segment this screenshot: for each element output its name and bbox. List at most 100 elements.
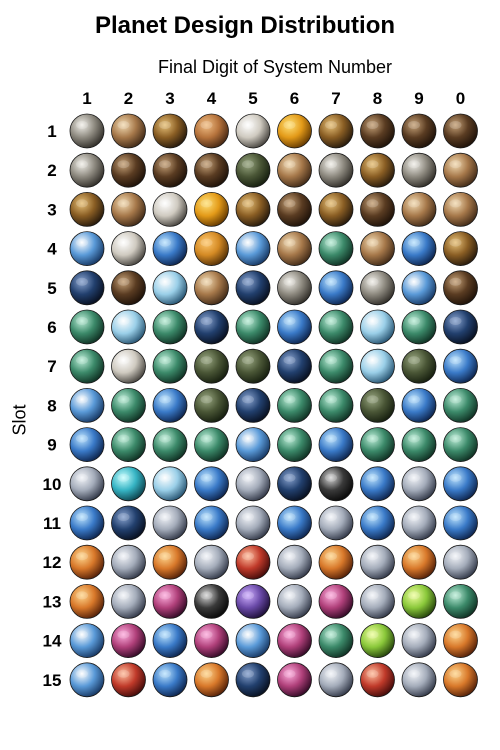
planet-icon bbox=[360, 544, 395, 580]
planet-icon bbox=[69, 270, 105, 306]
planet-icon bbox=[277, 309, 312, 345]
planet-icon bbox=[318, 427, 354, 463]
row-label: 6 bbox=[47, 318, 56, 337]
planet-icon bbox=[443, 191, 478, 227]
planet-icon bbox=[318, 231, 354, 267]
planet-icon bbox=[69, 427, 105, 463]
planet-icon bbox=[235, 662, 271, 698]
planet-icon bbox=[443, 544, 478, 580]
planet-icon bbox=[111, 466, 146, 502]
planet-icon bbox=[235, 270, 271, 306]
planet-icon bbox=[360, 505, 395, 541]
planet-icon bbox=[111, 387, 146, 423]
planet-icon bbox=[318, 152, 354, 188]
column-label: 0 bbox=[456, 89, 465, 108]
planet-icon bbox=[69, 505, 105, 541]
planet-icon bbox=[360, 387, 395, 423]
planet-icon bbox=[360, 191, 395, 227]
planet-icon bbox=[194, 113, 229, 149]
planet-icon bbox=[318, 544, 354, 580]
row-label: 4 bbox=[47, 240, 57, 259]
planet-icon bbox=[111, 623, 146, 658]
planet-icon bbox=[194, 231, 229, 267]
planet-icon bbox=[194, 348, 229, 384]
planet-icon bbox=[194, 584, 229, 619]
planet-icon bbox=[360, 466, 395, 502]
planet-icon bbox=[401, 113, 437, 149]
planet-icon bbox=[152, 387, 188, 423]
planet-icon bbox=[152, 466, 188, 502]
planet-icon bbox=[194, 662, 229, 698]
row-label: 1 bbox=[47, 122, 56, 141]
row-label: 5 bbox=[47, 279, 56, 298]
planet-icon bbox=[69, 466, 105, 502]
planet-icon bbox=[443, 584, 478, 619]
planet-icon bbox=[235, 623, 271, 658]
planet-icon bbox=[401, 466, 437, 502]
column-label: 5 bbox=[248, 89, 257, 108]
planet-icon bbox=[318, 348, 354, 384]
planet-icon bbox=[401, 544, 437, 580]
planet-icon bbox=[235, 113, 271, 149]
planet-icon bbox=[235, 152, 271, 188]
column-label: 2 bbox=[124, 89, 133, 108]
planet-icon bbox=[443, 348, 478, 384]
row-label: 11 bbox=[43, 514, 61, 533]
planet-icon bbox=[69, 191, 105, 227]
planet-icon bbox=[277, 231, 312, 267]
planet-icon bbox=[235, 387, 271, 423]
planet-icon bbox=[152, 309, 188, 345]
planet-icon bbox=[235, 584, 271, 619]
planet-icon bbox=[111, 270, 146, 306]
planet-icon bbox=[69, 309, 105, 345]
planet-icon bbox=[235, 505, 271, 541]
planet-icon bbox=[443, 427, 478, 463]
planet-icon bbox=[111, 662, 146, 698]
planet-icon bbox=[360, 623, 395, 658]
column-label: 4 bbox=[207, 89, 217, 108]
planet-icon bbox=[152, 113, 188, 149]
planet-icon bbox=[194, 544, 229, 580]
planet-icon bbox=[360, 584, 395, 619]
planet-icon bbox=[277, 466, 312, 502]
planet-icon bbox=[111, 309, 146, 345]
planet-icon bbox=[152, 544, 188, 580]
planet-icon bbox=[318, 623, 354, 658]
planet-icon bbox=[401, 348, 437, 384]
planet-icon bbox=[69, 231, 105, 267]
planet-icon bbox=[194, 309, 229, 345]
planet-icon bbox=[318, 505, 354, 541]
planet-icon bbox=[111, 544, 146, 580]
column-label: 9 bbox=[414, 89, 423, 108]
planet-icon bbox=[401, 191, 437, 227]
planet-icon bbox=[401, 231, 437, 267]
chart-title: Planet Design Distribution bbox=[94, 12, 396, 39]
planet-icon bbox=[152, 584, 188, 619]
planet-icon bbox=[69, 348, 105, 384]
planet-icon bbox=[111, 584, 146, 619]
row-label: 12 bbox=[43, 553, 62, 572]
planet-icon bbox=[401, 152, 437, 188]
planet-icon bbox=[360, 309, 395, 345]
planet-icon bbox=[401, 387, 437, 423]
planet-icon bbox=[401, 427, 437, 463]
row-label: 15 bbox=[43, 671, 62, 690]
planet-icon bbox=[194, 387, 229, 423]
planet-icon bbox=[152, 427, 188, 463]
planet-icon bbox=[194, 270, 229, 306]
planet-icon bbox=[111, 113, 146, 149]
planet-icon bbox=[69, 152, 105, 188]
row-label: 13 bbox=[43, 592, 62, 611]
planet-icon bbox=[443, 466, 478, 502]
planet-icon bbox=[69, 113, 105, 149]
planet-icon bbox=[194, 152, 229, 188]
planet-icon bbox=[152, 191, 188, 227]
planet-icon bbox=[443, 113, 478, 149]
planet-icon bbox=[360, 270, 395, 306]
planet-icon bbox=[443, 387, 478, 423]
planet-icon bbox=[318, 584, 354, 619]
planet-icon bbox=[318, 113, 354, 149]
planet-icon bbox=[443, 270, 478, 306]
column-label: 6 bbox=[290, 89, 299, 108]
